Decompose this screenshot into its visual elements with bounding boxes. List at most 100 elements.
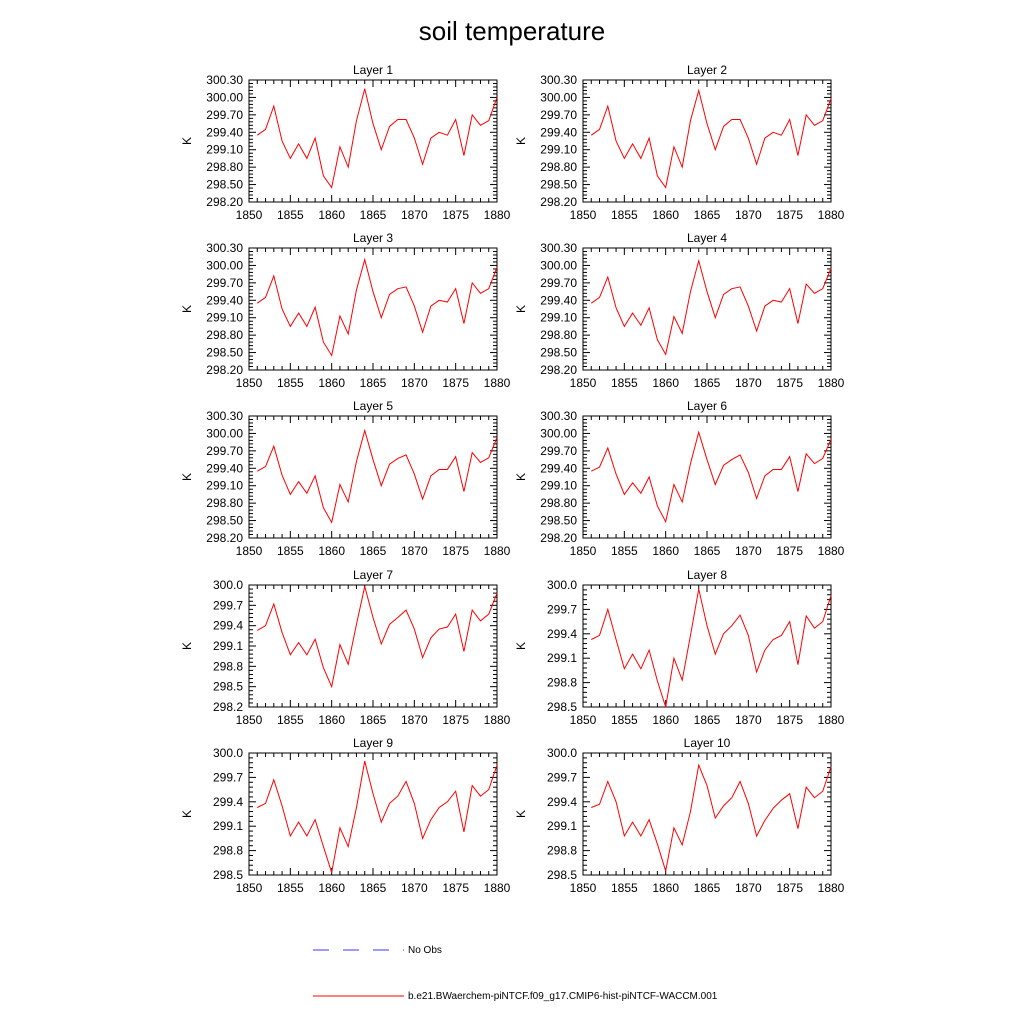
x-tick-label: 1865 bbox=[694, 881, 721, 895]
y-tick-label: 299.1 bbox=[213, 819, 243, 833]
x-tick-label: 1860 bbox=[318, 881, 345, 895]
y-tick-label: 299.40 bbox=[206, 461, 243, 475]
y-tick-label: 299.7 bbox=[213, 598, 243, 612]
x-tick-label: 1850 bbox=[570, 208, 597, 222]
plot-frame bbox=[582, 415, 832, 539]
y-tick-label: 298.50 bbox=[206, 514, 243, 528]
y-tick-label: 298.80 bbox=[540, 160, 577, 174]
panel-title: Layer 1 bbox=[353, 63, 393, 77]
plot-frame bbox=[582, 247, 832, 371]
y-tick-label: 298.80 bbox=[206, 328, 243, 342]
y-tick-label: 298.20 bbox=[206, 531, 243, 545]
panel-layer-8: Layer 8 1850 1855 1860 1865 1870 1875 1880 298.5… bbox=[514, 568, 845, 727]
x-tick-label: 1870 bbox=[401, 713, 428, 727]
y-tick-label: 298.50 bbox=[206, 346, 243, 360]
y-tick-label: 298.5 bbox=[547, 868, 577, 882]
y-tick-label: 300.00 bbox=[206, 426, 243, 440]
x-tick-label: 1860 bbox=[318, 376, 345, 390]
panel-title: Layer 10 bbox=[684, 736, 731, 750]
y-tick-label: 299.10 bbox=[206, 479, 243, 493]
x-tick-label: 1875 bbox=[776, 881, 803, 895]
y-tick-label: 298.50 bbox=[540, 514, 577, 528]
y-tick-label: 298.5 bbox=[213, 680, 243, 694]
x-tick-label: 1875 bbox=[442, 376, 469, 390]
y-tick-label: 299.70 bbox=[206, 108, 243, 122]
y-axis-label: K bbox=[180, 473, 194, 481]
y-tick-label: 299.70 bbox=[540, 444, 577, 458]
panel-title: Layer 8 bbox=[687, 568, 727, 582]
y-axis-label: K bbox=[514, 305, 528, 313]
y-tick-label: 299.4 bbox=[213, 795, 243, 809]
y-tick-label: 298.8 bbox=[547, 676, 577, 690]
x-tick-label: 1875 bbox=[442, 208, 469, 222]
panel-title: Layer 3 bbox=[353, 231, 393, 245]
y-tick-label: 299.70 bbox=[540, 276, 577, 290]
y-tick-label: 299.40 bbox=[206, 125, 243, 139]
y-tick-label: 299.7 bbox=[547, 602, 577, 616]
x-tick-label: 1855 bbox=[277, 376, 304, 390]
x-tick-label: 1850 bbox=[236, 713, 263, 727]
y-tick-label: 299.4 bbox=[547, 795, 577, 809]
legend: No Obs b.e21.BWaerchem-piNTCF.f09_g17.CM… bbox=[313, 945, 718, 1002]
y-tick-label: 298.80 bbox=[540, 496, 577, 510]
y-tick-label: 298.80 bbox=[206, 160, 243, 174]
x-tick-label: 1875 bbox=[776, 208, 803, 222]
series-line bbox=[256, 257, 498, 357]
plot-frame bbox=[248, 415, 498, 539]
y-tick-label: 299.40 bbox=[206, 293, 243, 307]
x-tick-label: 1850 bbox=[570, 544, 597, 558]
y-tick-label: 300.00 bbox=[540, 258, 577, 272]
x-tick-label: 1880 bbox=[484, 376, 511, 390]
legend-obs-label: No Obs bbox=[408, 945, 442, 956]
x-tick-label: 1870 bbox=[401, 881, 428, 895]
y-tick-label: 299.7 bbox=[213, 770, 243, 784]
y-tick-label: 300.30 bbox=[540, 409, 577, 423]
x-tick-label: 1860 bbox=[318, 544, 345, 558]
x-tick-label: 1880 bbox=[818, 713, 845, 727]
panel-title: Layer 9 bbox=[353, 736, 393, 750]
y-tick-label: 300.0 bbox=[547, 578, 577, 592]
y-tick-label: 300.30 bbox=[206, 241, 243, 255]
x-tick-label: 1865 bbox=[694, 208, 721, 222]
x-tick-label: 1855 bbox=[611, 713, 638, 727]
x-tick-label: 1850 bbox=[570, 713, 597, 727]
y-tick-label: 300.00 bbox=[540, 426, 577, 440]
y-axis-label: K bbox=[514, 473, 528, 481]
plot-frame bbox=[248, 79, 498, 203]
plot-frame bbox=[582, 79, 832, 203]
panel-title: Layer 5 bbox=[353, 399, 393, 413]
x-tick-label: 1870 bbox=[735, 376, 762, 390]
y-tick-label: 299.10 bbox=[540, 311, 577, 325]
y-tick-label: 300.0 bbox=[213, 578, 243, 592]
y-tick-label: 299.10 bbox=[540, 479, 577, 493]
y-tick-label: 299.70 bbox=[206, 444, 243, 458]
x-tick-label: 1855 bbox=[277, 208, 304, 222]
y-tick-label: 299.1 bbox=[547, 819, 577, 833]
x-tick-label: 1875 bbox=[776, 376, 803, 390]
x-tick-label: 1870 bbox=[735, 544, 762, 558]
x-tick-label: 1870 bbox=[735, 881, 762, 895]
y-tick-label: 300.00 bbox=[206, 90, 243, 104]
y-tick-label: 298.20 bbox=[540, 195, 577, 209]
x-tick-label: 1850 bbox=[236, 881, 263, 895]
x-tick-label: 1865 bbox=[694, 544, 721, 558]
panel-title: Layer 6 bbox=[687, 399, 727, 413]
x-tick-label: 1855 bbox=[277, 544, 304, 558]
y-tick-label: 299.40 bbox=[540, 293, 577, 307]
y-tick-label: 299.4 bbox=[213, 619, 243, 633]
x-tick-label: 1860 bbox=[318, 713, 345, 727]
y-tick-label: 298.8 bbox=[213, 659, 243, 673]
y-tick-label: 300.00 bbox=[540, 90, 577, 104]
x-tick-label: 1860 bbox=[652, 713, 679, 727]
y-tick-label: 300.30 bbox=[206, 409, 243, 423]
y-tick-label: 298.80 bbox=[206, 496, 243, 510]
x-tick-label: 1880 bbox=[818, 376, 845, 390]
y-tick-label: 299.10 bbox=[206, 143, 243, 157]
series-line bbox=[590, 88, 832, 189]
y-tick-label: 298.50 bbox=[206, 178, 243, 192]
panel-layer-7: Layer 7 1850 1855 1860 1865 1870 1875 1880 298.2… bbox=[180, 568, 511, 727]
x-tick-label: 1860 bbox=[652, 376, 679, 390]
x-tick-label: 1865 bbox=[694, 713, 721, 727]
x-tick-label: 1865 bbox=[360, 881, 387, 895]
y-tick-label: 298.20 bbox=[540, 363, 577, 377]
